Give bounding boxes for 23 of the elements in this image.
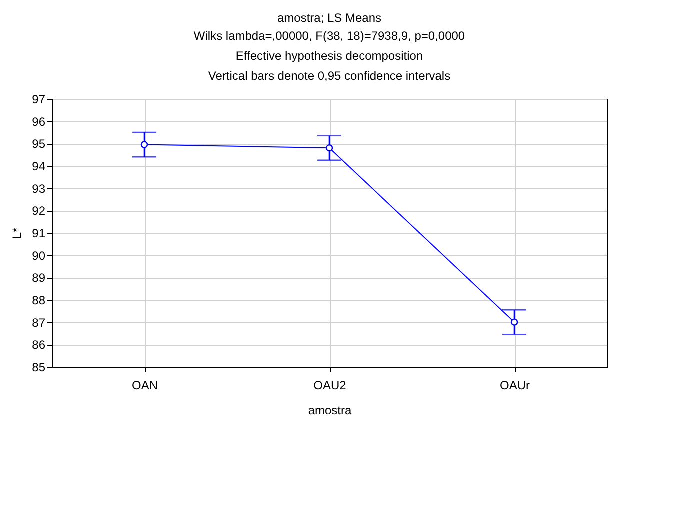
y-tick-label: 94: [32, 160, 46, 174]
chart-subtitle: Wilks lambda=,00000, F(38, 18)=7938,9, p=0,0000 Effective hypothesis decomposition Vertical bars denote 0,95 confidence intervals: [194, 29, 466, 83]
y-tick-label: 91: [32, 226, 46, 240]
y-tick-label: 88: [32, 294, 46, 308]
chart-title: amostra; LS Means: [277, 11, 382, 25]
y-tick-label: 86: [32, 338, 46, 352]
point: [326, 144, 334, 152]
y-tick-label: 95: [32, 137, 46, 152]
x-tick-label: OAU2: [314, 378, 347, 392]
x-tick-label: OAUr: [500, 378, 530, 392]
point: [510, 318, 518, 326]
y-tick-label: 87: [32, 316, 46, 330]
y-tick-label: 92: [32, 204, 46, 218]
y-tick-label: 97: [32, 92, 46, 106]
point: [140, 141, 148, 148]
y-tick-label: 85: [32, 360, 46, 374]
y-tick-label: 89: [32, 271, 46, 286]
y-tick-label: 93: [32, 182, 46, 196]
x-tick-label: OAN: [132, 378, 158, 392]
y-tick-label: 90: [32, 248, 46, 263]
y-axis-title: L*: [10, 228, 24, 240]
x-axis-title: amostra: [308, 404, 352, 418]
y-tick-label: 96: [32, 114, 46, 129]
